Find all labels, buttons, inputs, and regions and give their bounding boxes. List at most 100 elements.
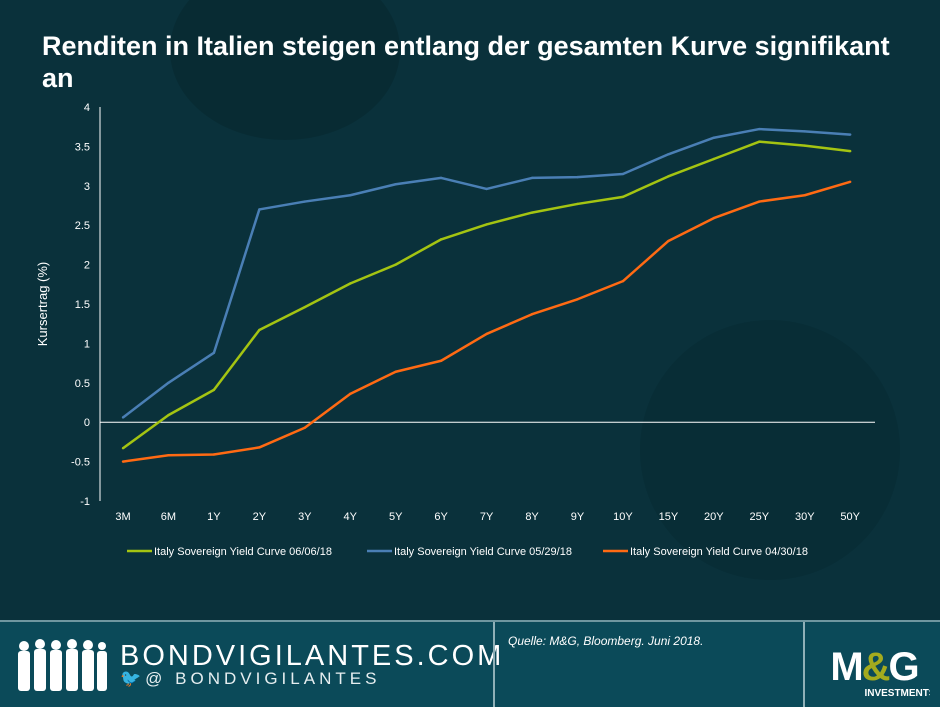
data-point: [667, 239, 670, 243]
x-tick-label: 1Y: [207, 511, 221, 523]
footer: BONDVIGILANTES.COM 🐦@ BONDVIGILANTES Que…: [0, 620, 940, 707]
data-point: [167, 381, 170, 384]
data-point: [485, 187, 488, 191]
data-point: [621, 279, 625, 283]
data-point: [712, 216, 716, 220]
data-point: [167, 454, 170, 457]
data-point: [530, 176, 534, 180]
data-point: [167, 413, 170, 417]
data-point: [303, 305, 306, 309]
data-point: [394, 370, 397, 373]
x-tick-label: 30Y: [795, 511, 815, 523]
legend-label: Italy Sovereign Yield Curve 06/06/18: [154, 546, 332, 558]
data-point: [576, 298, 579, 301]
data-point: [121, 460, 125, 463]
data-point: [621, 172, 625, 176]
x-tick-label: 20Y: [704, 511, 724, 523]
y-tick-label: 3.5: [75, 141, 90, 153]
data-point: [303, 426, 306, 429]
data-point: [349, 282, 352, 285]
twitter-handle[interactable]: 🐦@ BONDVIGILANTES: [120, 669, 380, 689]
data-point: [758, 200, 761, 203]
source-note: Quelle: M&G, Bloomberg. Juni 2018.: [508, 634, 704, 648]
data-point: [576, 202, 579, 206]
x-tick-label: 8Y: [525, 511, 539, 523]
data-point: [258, 446, 261, 449]
svg-text:M&G: M&G: [830, 645, 917, 689]
data-point: [485, 223, 488, 226]
y-tick-label: 2.5: [75, 220, 90, 232]
divider: [493, 622, 495, 707]
data-point: [303, 200, 306, 203]
line-chart: -1 -0.5 0 0.5 1 1.5 2 2.5 3 3.5 4 3M 6M 1Y 2Y 3Y 4Y 5Y 6Y 7…: [35, 102, 875, 558]
chart-title: Renditen in Italien steigen entlang der …: [42, 31, 890, 93]
data-point: [258, 328, 261, 332]
data-point: [712, 136, 716, 139]
y-tick-label: -1: [80, 496, 90, 508]
data-point: [439, 359, 443, 362]
x-tick-label: 25Y: [750, 511, 770, 523]
x-tick-label: 10Y: [613, 511, 633, 523]
x-tick-label: 9Y: [571, 511, 585, 523]
y-tick-label: 1.5: [75, 299, 90, 311]
data-point: [349, 194, 352, 197]
y-tick-label: 4: [84, 102, 90, 114]
data-point: [212, 388, 216, 392]
twitter-icon: 🐦: [120, 669, 146, 688]
x-tick-label: 6M: [161, 511, 176, 523]
people-silhouette-icon: [18, 639, 107, 691]
twitter-handle-text: @ BONDVIGILANTES: [145, 669, 381, 688]
data-point: [712, 157, 716, 161]
data-point: [485, 332, 488, 336]
series-line: [122, 127, 851, 419]
data-point: [849, 133, 852, 136]
data-point: [530, 211, 534, 214]
x-tick-label: 5Y: [389, 511, 403, 523]
data-point: [258, 208, 261, 211]
data-point: [121, 447, 125, 450]
x-tick-label: 50Y: [840, 511, 860, 523]
data-point: [667, 175, 670, 178]
x-tick-label: 7Y: [480, 511, 494, 523]
data-point: [621, 195, 625, 199]
legend-label: Italy Sovereign Yield Curve 04/30/18: [630, 546, 808, 558]
site-name[interactable]: BONDVIGILANTES.COM: [120, 640, 505, 672]
data-point: [803, 144, 806, 147]
svg-text:INVESTMENTS: INVESTMENTS: [864, 688, 930, 699]
y-tick-label: -0.5: [71, 457, 90, 469]
legend-label: Italy Sovereign Yield Curve 05/29/18: [394, 546, 572, 558]
x-tick-label: 3Y: [298, 511, 312, 523]
x-tick-label: 2Y: [253, 511, 267, 523]
data-point: [667, 153, 670, 156]
divider: [803, 622, 805, 707]
y-tick-label: 3: [84, 181, 90, 193]
x-tick-label: 3M: [115, 511, 130, 523]
y-tick-label: 0: [84, 417, 90, 429]
data-point: [212, 453, 216, 456]
y-axis-label: Kursertrag (%): [35, 262, 50, 347]
data-point: [349, 392, 352, 396]
data-point: [576, 175, 579, 179]
data-point: [530, 313, 534, 316]
data-point: [803, 130, 806, 133]
data-point: [849, 180, 852, 184]
data-point: [439, 176, 443, 180]
y-tick-label: 2: [84, 260, 90, 272]
background-shape: [170, 0, 400, 140]
data-point: [121, 416, 125, 419]
data-point: [758, 140, 761, 143]
x-tick-label: 15Y: [659, 511, 679, 523]
data-point: [758, 127, 761, 131]
y-tick-label: 0.5: [75, 378, 90, 390]
y-tick-label: 1: [84, 338, 90, 350]
data-point: [803, 194, 806, 197]
data-point: [849, 149, 852, 153]
x-tick-label: 6Y: [434, 511, 448, 523]
mg-investments-logo: M&G INVESTMENTS: [830, 645, 930, 699]
data-point: [212, 351, 216, 355]
data-point: [394, 183, 397, 186]
x-tick-label: 4Y: [344, 511, 358, 523]
data-point: [439, 238, 443, 241]
background-shape: [640, 320, 900, 580]
data-point: [394, 263, 397, 266]
